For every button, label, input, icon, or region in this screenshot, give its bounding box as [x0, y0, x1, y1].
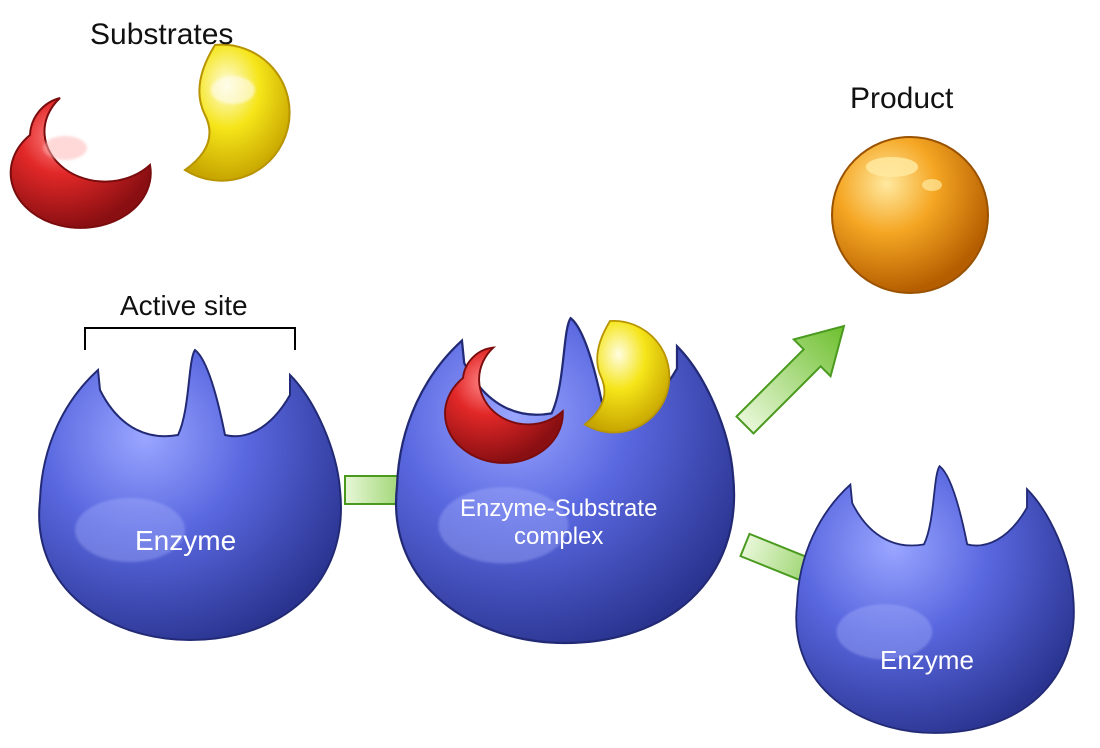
- enzyme-right: [796, 466, 1074, 733]
- label-complex: Enzyme-Substrate complex: [460, 495, 657, 550]
- label-enzyme-right: Enzyme: [880, 645, 974, 676]
- label-substrates: Substrates: [90, 18, 233, 52]
- substrate-red-top: [11, 98, 151, 228]
- label-product: Product: [850, 82, 953, 116]
- substrate-yellow-top: [185, 45, 290, 181]
- product-sphere: [832, 137, 988, 293]
- label-enzyme-left: Enzyme: [135, 525, 236, 557]
- active-site-bracket: [85, 328, 295, 350]
- enzyme-left: [39, 350, 341, 640]
- enzyme-complex: [396, 318, 734, 643]
- arrow-2: [727, 308, 863, 444]
- diagram-stage: Substrates Active site Enzyme Enzyme-Sub…: [0, 0, 1100, 748]
- label-active-site: Active site: [120, 290, 248, 322]
